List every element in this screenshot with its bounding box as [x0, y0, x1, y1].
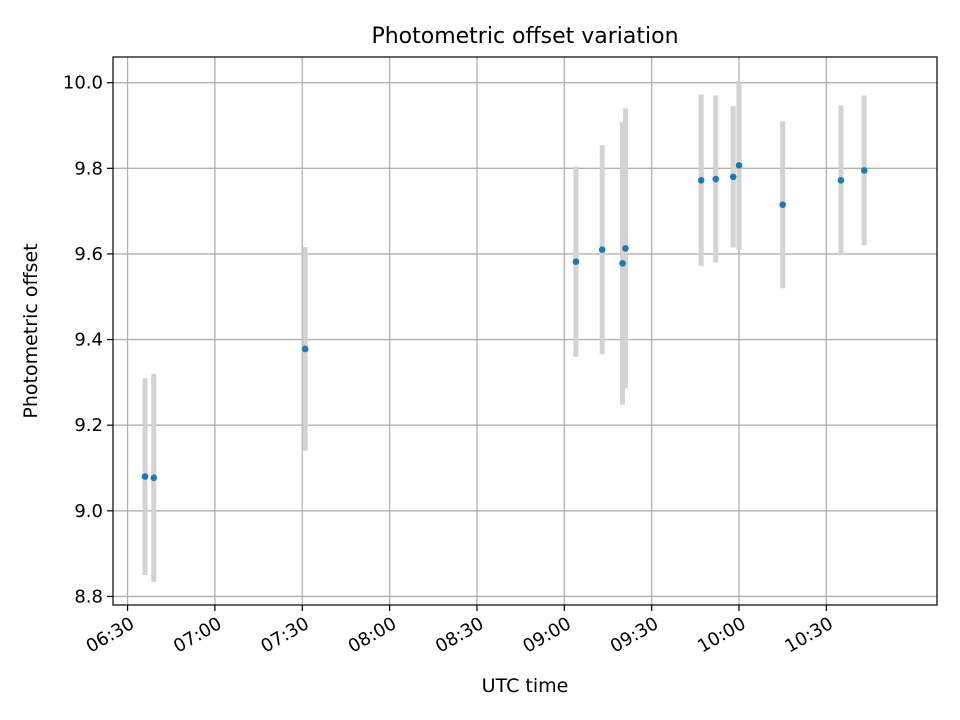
- plot-frame: [112, 56, 938, 606]
- data-point: [729, 173, 737, 181]
- data-point: [150, 474, 158, 482]
- data-point: [712, 175, 720, 183]
- point-layer: [141, 162, 868, 482]
- data-point: [779, 201, 786, 209]
- data-point: [141, 473, 149, 480]
- y-tick-label: 9.8: [74, 158, 103, 179]
- y-tick-label: 9.2: [74, 415, 103, 436]
- data-point: [301, 345, 309, 353]
- data-point: [860, 167, 868, 174]
- y-axis-label: Photometric offset: [20, 243, 42, 418]
- data-point: [735, 162, 743, 169]
- y-tick-label: 9.4: [74, 330, 103, 351]
- y-tick-label: 8.8: [74, 586, 103, 607]
- data-point: [622, 245, 629, 252]
- x-axis-label: UTC time: [482, 675, 569, 697]
- y-tick-label: 9.6: [74, 244, 103, 265]
- chart-title: Photometric offset variation: [371, 24, 678, 49]
- grid-layer: [113, 57, 937, 605]
- data-point: [837, 177, 845, 184]
- y-tick-label: 10.0: [63, 73, 103, 94]
- data-point: [572, 258, 580, 265]
- data-point: [619, 260, 626, 267]
- data-point: [598, 246, 606, 253]
- y-tick-label: 9.0: [74, 501, 103, 522]
- data-point: [697, 177, 705, 184]
